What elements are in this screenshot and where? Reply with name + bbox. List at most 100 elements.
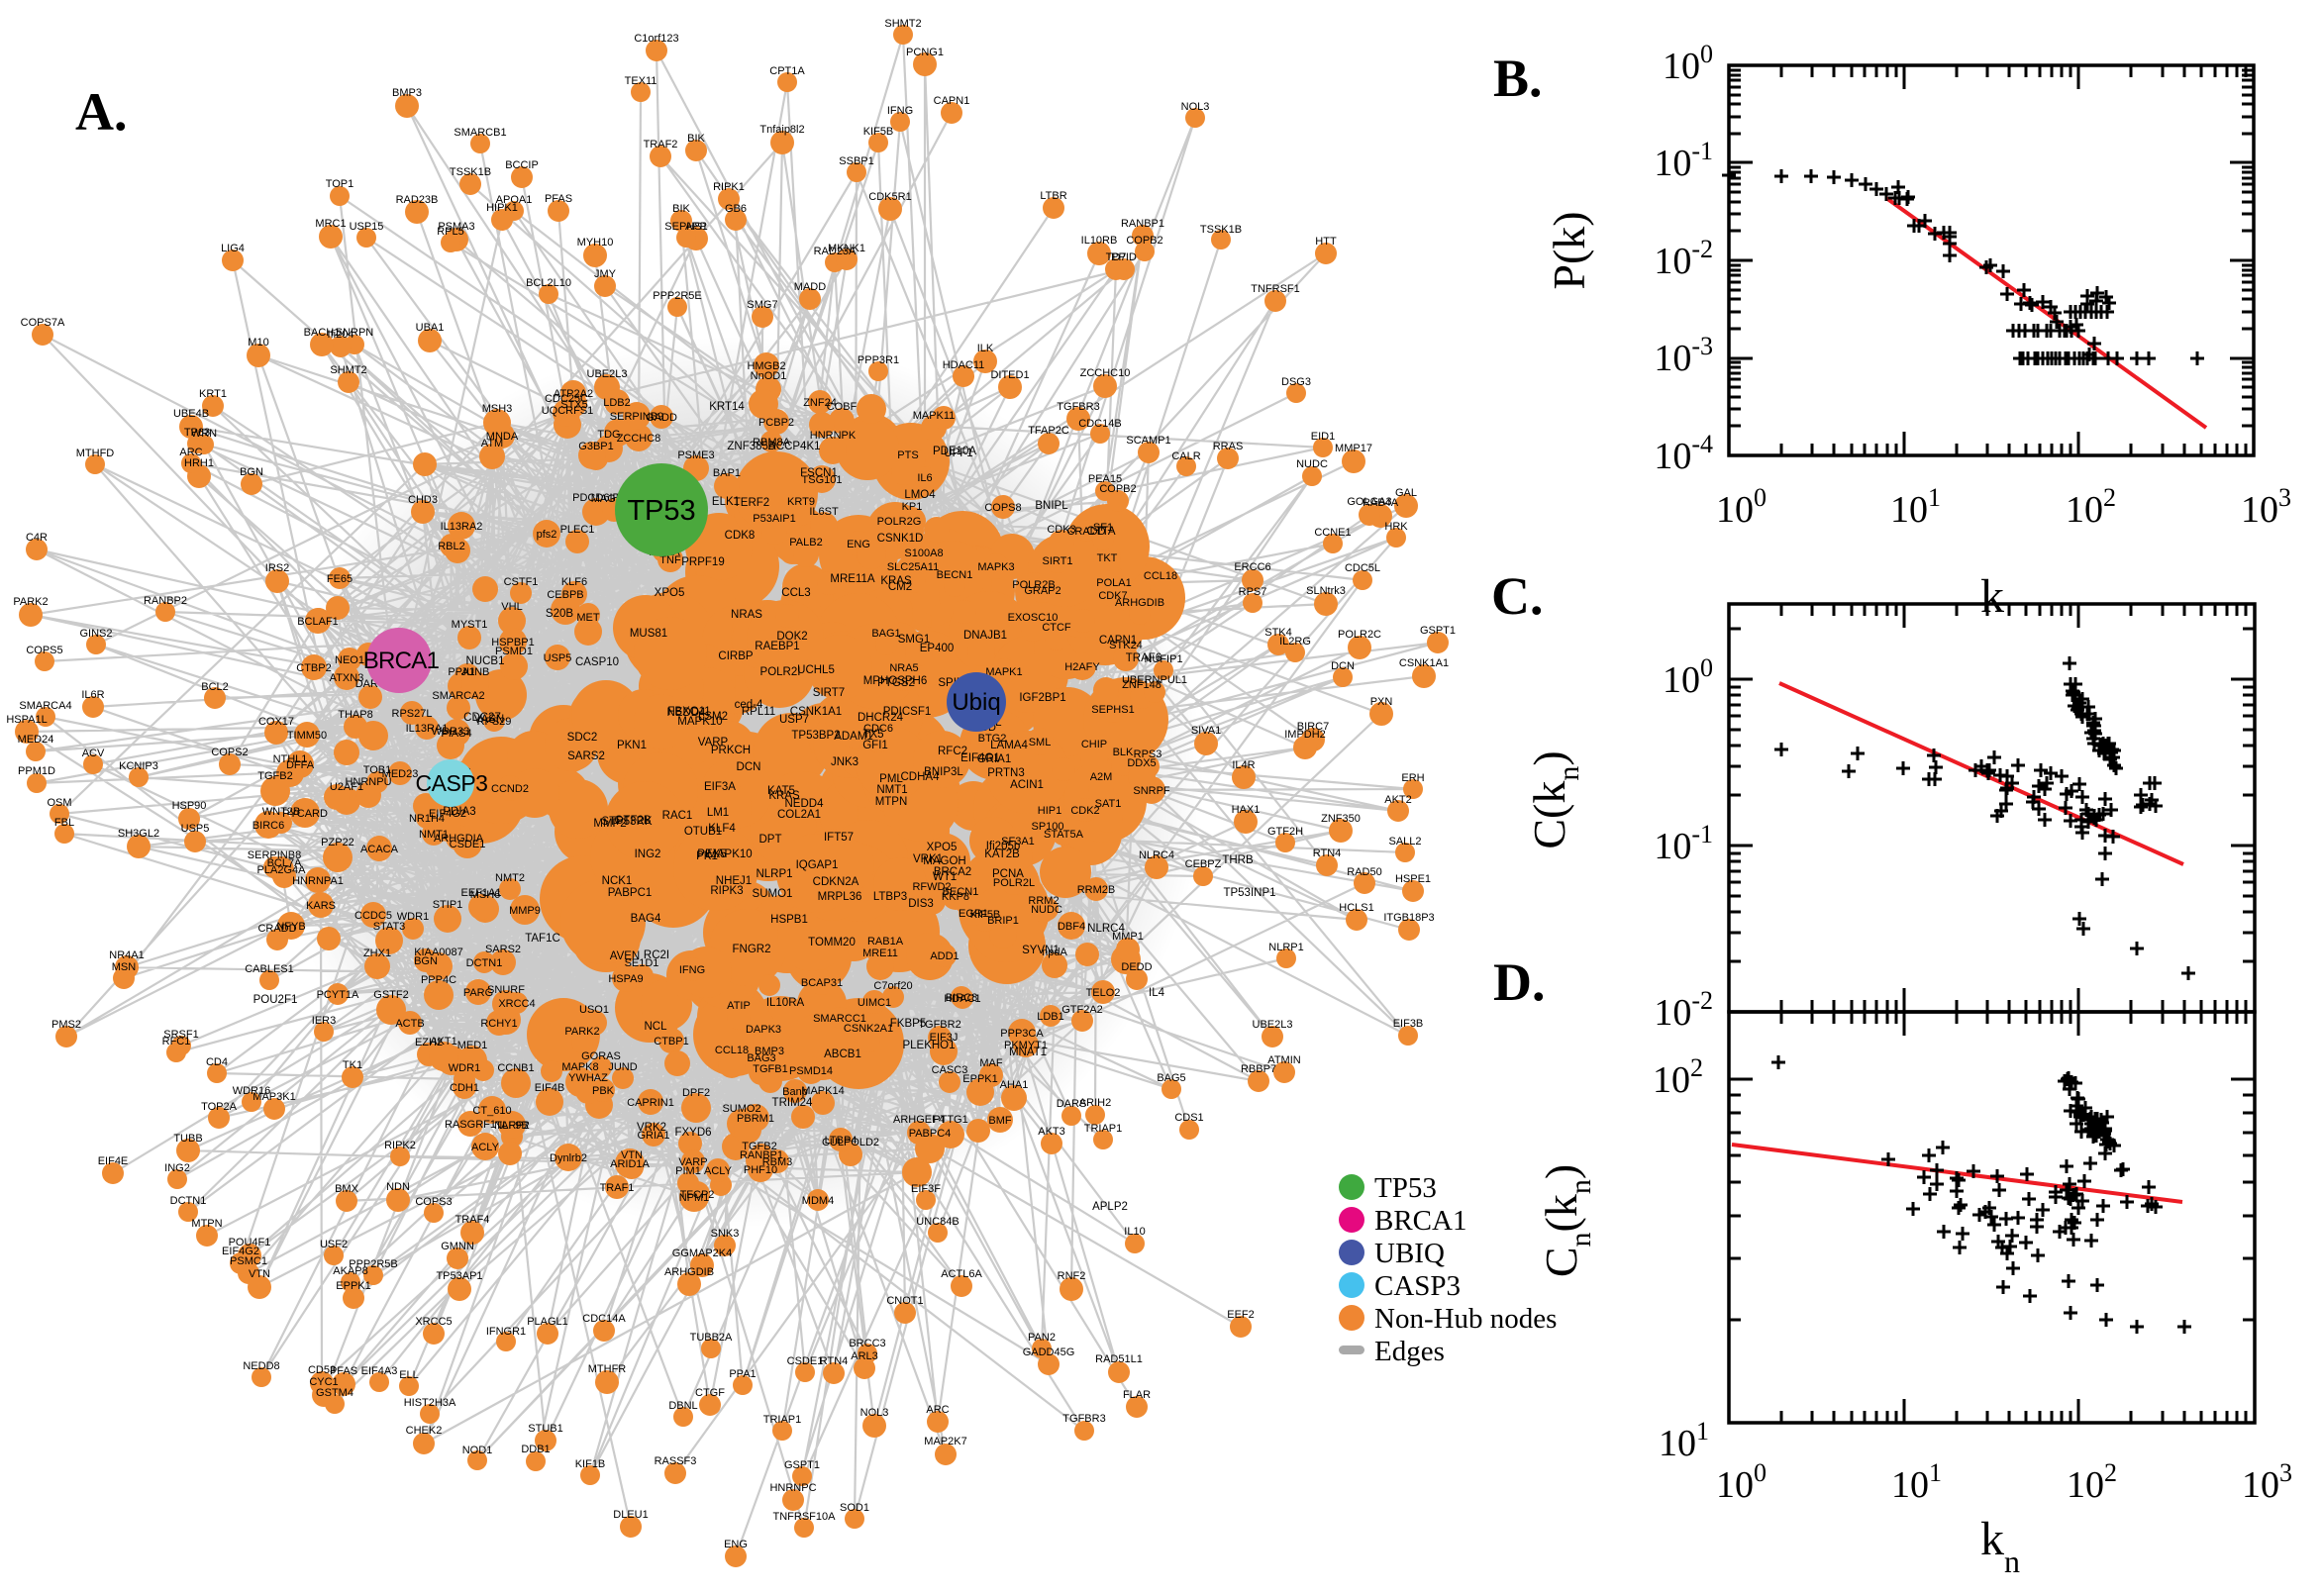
svg-text:TK1: TK1 — [343, 1059, 362, 1071]
svg-text:BGN: BGN — [414, 955, 438, 967]
svg-text:k: k — [1980, 570, 2004, 623]
svg-text:COL2A1: COL2A1 — [777, 809, 821, 821]
svg-text:PSME3: PSME3 — [677, 449, 714, 461]
svg-text:CASP10: CASP10 — [575, 656, 619, 668]
svg-text:TGFB2: TGFB2 — [257, 770, 292, 782]
svg-text:CDK7: CDK7 — [1098, 590, 1127, 602]
svg-text:BAP1: BAP1 — [713, 467, 741, 479]
svg-text:EIF4A3: EIF4A3 — [361, 1365, 398, 1377]
svg-text:RAD23A: RAD23A — [814, 246, 857, 257]
svg-text:BRCC3: BRCC3 — [849, 1338, 885, 1349]
svg-text:COX17: COX17 — [258, 716, 294, 728]
svg-text:RIPK1: RIPK1 — [713, 181, 745, 193]
svg-text:BIRC8: BIRC8 — [946, 992, 977, 1004]
svg-text:VARP: VARP — [698, 737, 729, 748]
svg-text:EIF4E: EIF4E — [98, 1155, 129, 1167]
svg-text:HSPA1L: HSPA1L — [6, 714, 47, 726]
svg-text:ACV: ACV — [82, 748, 105, 759]
svg-text:MSH6: MSH6 — [470, 889, 501, 901]
svg-text:PRPF19: PRPF19 — [681, 556, 724, 568]
svg-text:IRS2: IRS2 — [265, 562, 289, 574]
svg-text:CTBP2: CTBP2 — [296, 662, 331, 674]
svg-text:P53AIP1: P53AIP1 — [753, 513, 795, 525]
svg-text:SLNtrk3: SLNtrk3 — [1306, 585, 1346, 597]
svg-text:UIMC1: UIMC1 — [858, 997, 891, 1009]
svg-text:EID1: EID1 — [1311, 431, 1335, 443]
svg-text:CASP3: CASP3 — [1374, 1270, 1461, 1302]
svg-text:SYVN1: SYVN1 — [1022, 945, 1060, 956]
svg-text:CABLES1: CABLES1 — [245, 963, 294, 975]
svg-text:SML: SML — [1029, 737, 1052, 748]
svg-text:C.: C. — [1491, 566, 1544, 626]
svg-text:NOL3: NOL3 — [860, 1407, 889, 1419]
svg-text:TERF2: TERF2 — [734, 497, 769, 509]
svg-text:DCTN1: DCTN1 — [466, 957, 503, 969]
svg-text:NUFIP1: NUFIP1 — [1144, 653, 1182, 665]
svg-text:DITED1: DITED1 — [990, 369, 1029, 381]
svg-text:GSPT1: GSPT1 — [784, 1459, 820, 1471]
svg-text:TAF9B: TAF9B — [495, 1120, 528, 1132]
svg-text:MED1: MED1 — [457, 1040, 488, 1051]
svg-text:MMP17: MMP17 — [1335, 443, 1372, 454]
svg-text:VRK2: VRK2 — [637, 1122, 666, 1134]
svg-text:PPA1: PPA1 — [448, 666, 474, 678]
svg-text:RCHY1: RCHY1 — [480, 1018, 517, 1030]
svg-text:MAPK11: MAPK11 — [913, 410, 956, 422]
svg-text:RPL11: RPL11 — [742, 706, 775, 718]
svg-text:AKT1: AKT1 — [430, 1036, 457, 1047]
svg-text:A.: A. — [75, 82, 128, 142]
svg-text:CASC3: CASC3 — [932, 1064, 968, 1076]
svg-text:D.: D. — [1493, 952, 1546, 1012]
svg-text:ITGB18P3: ITGB18P3 — [1383, 912, 1434, 924]
svg-text:KAT2B: KAT2B — [984, 848, 1020, 860]
svg-text:BCLAF1: BCLAF1 — [297, 616, 339, 628]
svg-text:NUDC: NUDC — [1296, 458, 1328, 470]
svg-text:DIS3: DIS3 — [908, 898, 934, 910]
svg-text:PFAS: PFAS — [545, 193, 572, 205]
svg-text:DHCR24: DHCR24 — [858, 712, 904, 724]
svg-text:EGR1: EGR1 — [959, 908, 988, 920]
svg-text:ELL: ELL — [399, 1369, 419, 1381]
svg-text:PSMD1: PSMD1 — [495, 646, 533, 657]
svg-text:RPS7: RPS7 — [1239, 586, 1267, 598]
svg-text:IFT57: IFT57 — [824, 832, 854, 844]
svg-text:GSTM4: GSTM4 — [316, 1387, 354, 1399]
svg-text:PBK: PBK — [592, 1085, 615, 1097]
svg-text:TOMM20: TOMM20 — [808, 937, 856, 948]
svg-text:Edges: Edges — [1374, 1336, 1445, 1367]
svg-text:CYC1: CYC1 — [309, 1376, 338, 1388]
svg-text:BTG2: BTG2 — [978, 733, 1007, 745]
svg-text:CHIP: CHIP — [1081, 739, 1107, 750]
svg-text:CHD3: CHD3 — [408, 494, 438, 506]
svg-text:IL6ST: IL6ST — [809, 506, 839, 518]
svg-text:NLRC4: NLRC4 — [1139, 849, 1174, 861]
svg-text:C4R: C4R — [26, 532, 48, 544]
svg-text:THRB: THRB — [1222, 854, 1254, 866]
svg-text:ZNF385A: ZNF385A — [727, 441, 776, 452]
svg-text:Ubiq: Ubiq — [952, 689, 1000, 716]
svg-text:EEF1A1: EEF1A1 — [461, 887, 502, 899]
svg-text:ACACA: ACACA — [360, 844, 399, 855]
svg-text:CCNB1: CCNB1 — [497, 1062, 534, 1074]
svg-text:HSP90: HSP90 — [172, 800, 207, 812]
svg-text:CDS1: CDS1 — [1174, 1112, 1203, 1124]
svg-text:FLAR: FLAR — [1123, 1389, 1151, 1401]
svg-text:BIK: BIK — [687, 133, 705, 145]
svg-text:WDR33: WDR33 — [432, 726, 470, 738]
svg-text:NCL: NCL — [644, 1021, 667, 1033]
svg-text:G3BP1: G3BP1 — [578, 441, 613, 452]
svg-text:RPL5: RPL5 — [437, 226, 464, 238]
svg-text:ARHGDIA: ARHGDIA — [434, 833, 484, 845]
svg-text:PDCD6IP: PDCD6IP — [572, 492, 620, 504]
svg-text:KRAS: KRAS — [880, 575, 912, 587]
svg-text:CEBPZ: CEBPZ — [1185, 858, 1222, 870]
svg-text:COPB2: COPB2 — [1126, 235, 1162, 247]
svg-text:DDB1: DDB1 — [521, 1444, 550, 1455]
svg-text:SLC25A11: SLC25A11 — [887, 561, 939, 573]
svg-text:CSNK2A1: CSNK2A1 — [844, 1023, 893, 1035]
svg-text:TAF1C: TAF1C — [525, 933, 560, 945]
svg-text:HMGB2: HMGB2 — [747, 360, 785, 372]
svg-text:GRIA1: GRIA1 — [977, 753, 1012, 765]
svg-text:BCCIP: BCCIP — [505, 159, 539, 171]
svg-text:NLRP1: NLRP1 — [756, 868, 792, 880]
